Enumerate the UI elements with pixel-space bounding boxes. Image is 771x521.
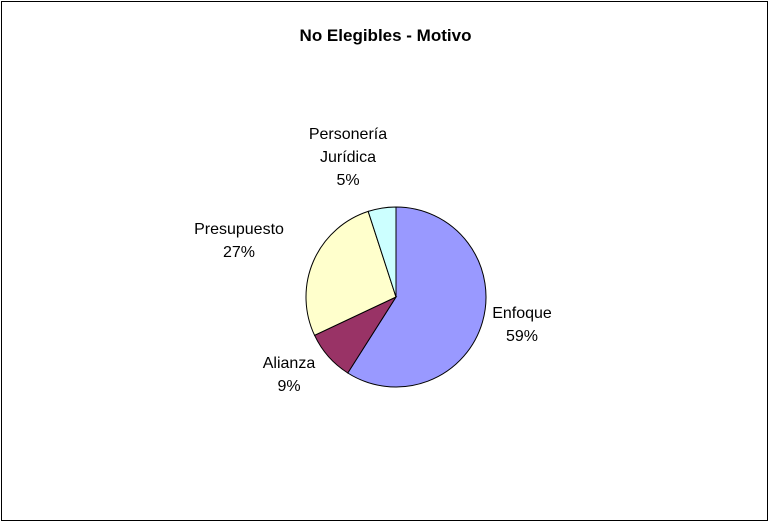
- slice-label: Enfoque 59%: [492, 305, 552, 345]
- slice-name-label: Alianza: [263, 355, 316, 372]
- chart-title: No Elegibles - Motivo: [299, 26, 472, 45]
- pie-labels: Enfoque 59% Alianza 9% Presupuesto 27% Persone…: [194, 126, 552, 395]
- slice-label: Presupuesto 27%: [194, 221, 284, 261]
- slice-percent-label: 59%: [506, 328, 538, 345]
- slice-name-label: Presupuesto: [194, 221, 284, 238]
- slice-label: Alianza 9%: [263, 355, 316, 395]
- pie-slice-presupuesto: [305, 210, 397, 336]
- slice-percent-label: 27%: [223, 244, 255, 261]
- slice-percent-label: 9%: [277, 378, 300, 395]
- pie-slices: [305, 206, 487, 388]
- pie-slice-enfoque: [347, 206, 487, 388]
- slice-name-label: Jurídica: [320, 149, 376, 166]
- pie-slice-personería-jurídica: [367, 206, 397, 298]
- slice-percent-label: 5%: [336, 172, 359, 189]
- slice-name-label: Enfoque: [492, 305, 552, 322]
- slice-label: Personería Jurídica 5%: [309, 126, 387, 189]
- slice-name-label: Personería: [309, 126, 387, 143]
